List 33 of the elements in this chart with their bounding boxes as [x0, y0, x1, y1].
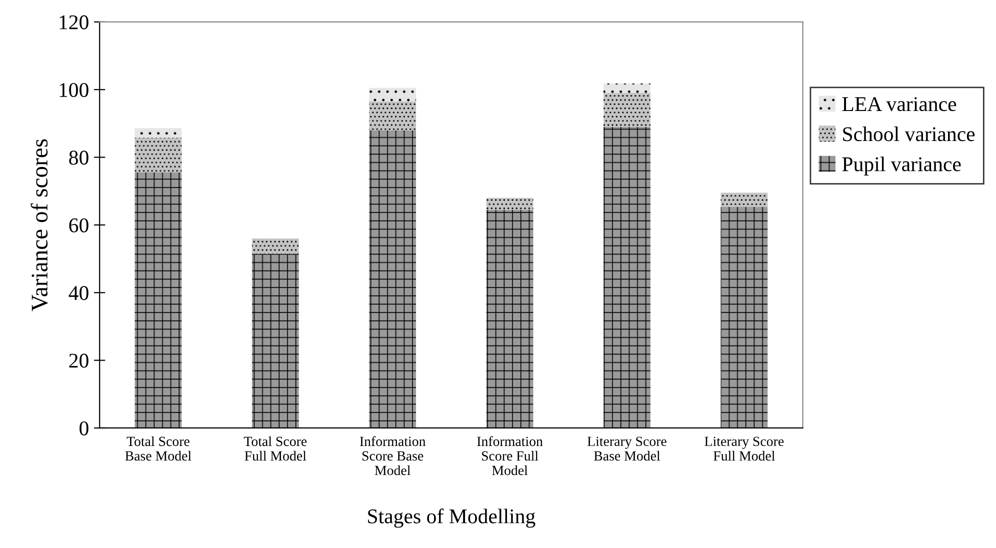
- legend-label: School variance: [843, 126, 975, 142]
- y-tick-label: 60: [69, 218, 88, 232]
- bar: [720, 207, 768, 428]
- x-tick-label: Literary Score Full Model: [704, 436, 784, 461]
- x-tick-label: Literary Score Base Model: [587, 436, 666, 461]
- bar: [252, 238, 299, 254]
- x-tick-label: Information Score Full Model: [477, 436, 543, 476]
- y-tick-label: 120: [60, 15, 88, 30]
- y-tick-label: 100: [60, 82, 88, 98]
- bar: [486, 210, 534, 428]
- legend-label: LEA variance: [842, 97, 956, 112]
- bar: [134, 172, 182, 428]
- y-tick-label: 80: [69, 150, 88, 165]
- x-tick-label: Total Score Base Model: [125, 436, 192, 461]
- y-tick-label: 40: [68, 286, 88, 300]
- x-tick-label: Information Score Base Model: [360, 436, 426, 476]
- bar: [720, 192, 768, 208]
- bar: [604, 126, 650, 428]
- bar: [252, 254, 299, 428]
- x-axis-title: Stages of Modelling: [368, 508, 536, 528]
- bar: [486, 198, 534, 210]
- bar: [604, 92, 650, 127]
- bar: [369, 130, 416, 428]
- legend-label: Pupil variance: [842, 156, 961, 176]
- bar: [134, 128, 182, 138]
- bar: [604, 84, 650, 93]
- bar: [369, 101, 416, 130]
- x-tick-label: Total Score Full Model: [244, 436, 307, 461]
- y-tick-label: 20: [69, 354, 88, 368]
- bar: [134, 138, 182, 173]
- y-axis-title: Variance of scores: [30, 139, 48, 312]
- bar: [369, 88, 416, 102]
- y-tick-label: 0: [80, 421, 88, 436]
